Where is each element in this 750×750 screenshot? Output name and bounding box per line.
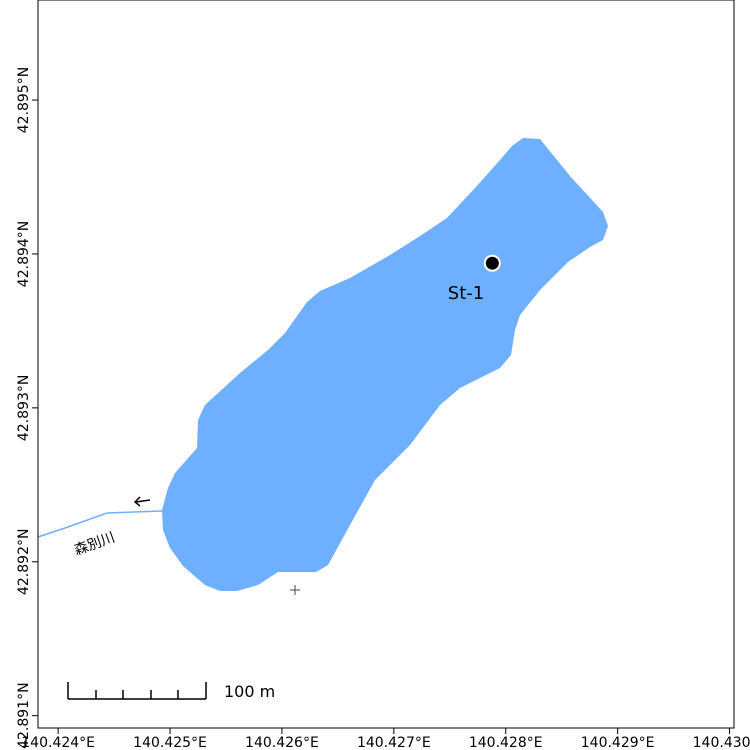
y-tick-label: 42.893°N	[16, 375, 32, 441]
plus-marker	[290, 585, 300, 595]
x-tick-label: 140.425°E	[133, 735, 207, 750]
x-tick-label: 140.428°E	[469, 735, 543, 750]
x-tick-label: 140.426°E	[245, 735, 319, 750]
x-tick-label: 140.427°E	[357, 735, 431, 750]
scale-bar	[67, 682, 207, 700]
scale-bar-label: 100 m	[224, 682, 275, 701]
x-tick-label: 140.424°E	[21, 735, 95, 750]
river	[37, 510, 163, 538]
station-point	[483, 254, 501, 272]
frame	[37, 0, 735, 729]
station-label: St-1	[448, 283, 484, 304]
y-tick-label: 42.895°N	[16, 67, 32, 133]
y-tick-label: 42.891°N	[16, 682, 32, 748]
x-tick-label: 140.429°E	[581, 735, 655, 750]
lake	[162, 138, 608, 591]
flow-arrow	[133, 496, 151, 507]
y-tick-label: 42.892°N	[16, 529, 32, 595]
x-tick-label: 140.430°E	[693, 735, 750, 750]
y-tick-label: 42.894°N	[16, 221, 32, 287]
